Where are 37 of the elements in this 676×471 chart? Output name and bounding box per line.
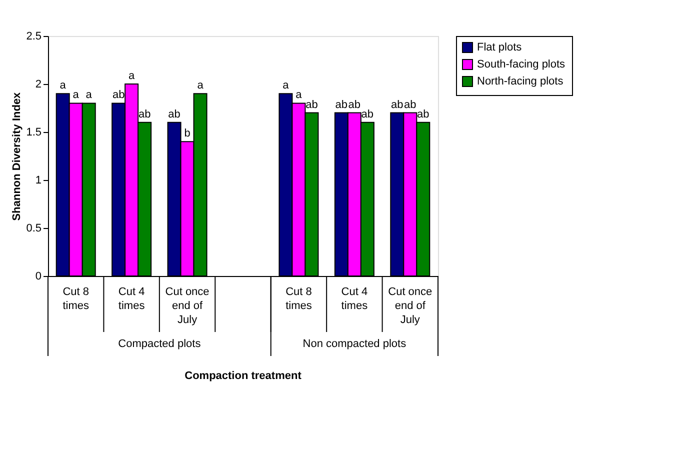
data-label: ab — [306, 98, 318, 111]
text: Non compacted plots — [302, 338, 407, 350]
x-tick-label: Cut 8 times — [62, 286, 90, 312]
x-axis-title: Compaction treatment — [184, 370, 302, 382]
x-tick-label: Cut once end of July — [165, 286, 210, 326]
x-tick-label: Cut once end of July — [388, 286, 432, 326]
data-label: a — [86, 89, 93, 102]
data-label: ab — [404, 98, 416, 111]
data-label: ab — [112, 89, 125, 102]
data-label: a — [282, 80, 290, 92]
data-label: ab — [417, 108, 430, 120]
data-label: ab — [138, 108, 151, 120]
data-label: b — [184, 128, 190, 140]
y-tick-label: 0.5 — [26, 222, 42, 234]
data-label: a — [197, 80, 204, 92]
data-label: a — [128, 70, 136, 82]
data-label: a — [60, 80, 67, 92]
y-tick-label: 1.5 — [26, 126, 42, 138]
data-label: a — [296, 89, 303, 102]
y-tick-label: 1 — [35, 174, 42, 186]
data-label: a — [72, 89, 80, 102]
legend-label: North-facing plots — [477, 76, 564, 88]
y-tick-label: 2 — [35, 78, 42, 90]
y-axis-title: Shannon Diversity Index — [11, 91, 24, 221]
x-tick-label: Cut 4 times — [341, 286, 368, 312]
data-label: ab — [168, 108, 180, 120]
data-label: ab — [391, 98, 404, 111]
data-label: ab — [348, 98, 361, 111]
legend-label: South-facing plots — [477, 58, 566, 70]
x-tick-label: Cut 4 times — [118, 286, 146, 312]
data-label: ab — [335, 98, 348, 111]
y-tick-label: 0 — [35, 270, 42, 282]
data-label: ab — [361, 108, 374, 120]
y-tick-label: 2.5 — [26, 30, 42, 42]
text: Compacted plots — [118, 338, 202, 350]
legend-label: Flat plots — [477, 42, 522, 54]
x-tick-label: Cut 8 times — [286, 286, 312, 312]
